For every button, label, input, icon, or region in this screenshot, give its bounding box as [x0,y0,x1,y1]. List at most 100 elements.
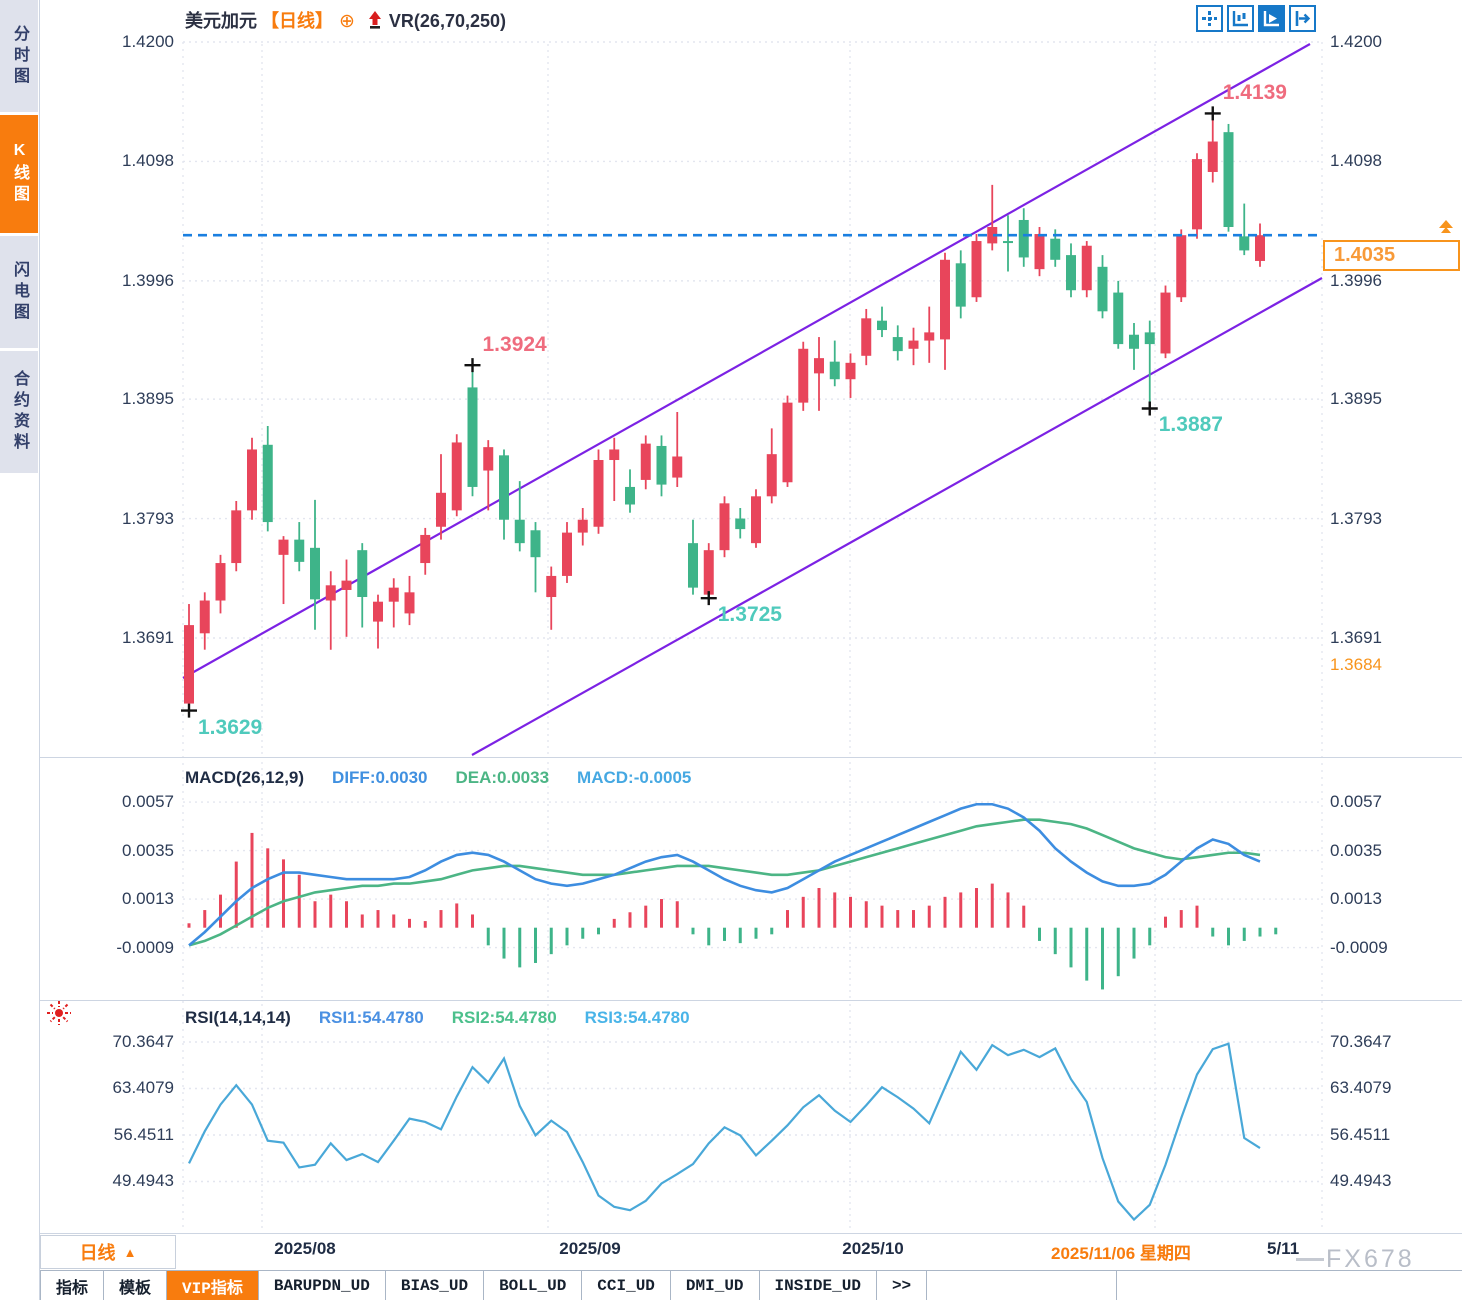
price-axis-label: 1.3793 [1330,508,1382,528]
sidebar-tab-contract-info[interactable]: 合约资料 [0,351,38,473]
extreme-marker-cross [181,703,197,718]
macd-bar [786,910,789,928]
sidebar-tab-time-chart[interactable]: 分时图 [0,0,38,112]
indicator-tab-barupdn-ud[interactable]: BARUPDN_UD [258,1271,386,1300]
candle [514,519,525,544]
macd-axis-label: 0.0035 [1330,840,1382,860]
axis-candle-icon[interactable] [1227,5,1254,32]
macd-axis-label: 0.0057 [122,792,174,812]
candle [357,550,368,598]
candle [247,449,257,511]
indicator-tab-bar: 指标 模板 VIP指标 BARUPDN_UD BIAS_UD BOLL_UD CCI_UD D… [40,1270,1462,1300]
price-axis-label: 1.4200 [122,32,174,51]
up-arrow-icon [367,11,383,34]
sun-marker-icon[interactable] [45,999,73,1032]
candle [451,442,462,511]
macd-bar [518,927,522,968]
candle [215,563,226,601]
macd-bar [1038,927,1041,941]
candle [735,518,746,530]
indicator-tab-inside-ud[interactable]: INSIDE_UD [759,1271,877,1300]
macd-bar [1006,892,1010,928]
macd-bar [439,910,443,928]
macd-bar [660,899,663,928]
highlighted-date-label: 2025/11/06 星期四 [1048,1239,1194,1264]
rsi-header: RSI(14,14,14) RSI1:54.4780 RSI2:54.4780 RSI… [185,1008,718,1028]
rsi2-value: RSI2:54.4780 [451,1008,557,1027]
partial-date-label: 5/11 [1267,1239,1300,1258]
macd-bar [1085,927,1089,981]
price-extreme-annotation: 1.3887 [1158,413,1223,437]
candle [1239,236,1250,251]
indicator-tab-boll-ud[interactable]: BOLL_UD [484,1271,583,1300]
price-axis-label: 1.3996 [1330,270,1382,290]
macd-bar [1274,927,1278,935]
panel-separator [40,1000,1462,1001]
crosshair-add-icon[interactable]: ⊕ [339,11,355,32]
indicator-tab-bias-ud[interactable]: BIAS_UD [385,1271,485,1300]
current-price-tag: 1.4035 [1323,240,1460,271]
macd-axis-label: -0.0009 [116,937,174,957]
extreme-marker-cross [700,591,717,606]
macd-bar [1101,927,1104,990]
price-axis-label: 1.3895 [122,389,174,409]
candle [562,532,572,576]
macd-bar [455,903,459,928]
macd-bar [723,927,726,941]
crosshair-move-icon[interactable] [1196,5,1223,32]
macd-axis-label: 0.0035 [122,840,174,860]
candle [672,456,683,478]
period-selector[interactable]: 日线 ▲ [40,1235,176,1269]
axis-play-icon[interactable] [1258,5,1285,32]
candle [1034,234,1045,270]
macd-bar [1053,927,1057,955]
candle [987,227,998,244]
macd-bar [266,848,270,928]
exit-right-icon[interactable] [1289,5,1316,32]
indicator-tab-cci-ud[interactable]: CCI_UD [582,1271,671,1300]
candle [1144,332,1155,345]
candle [940,259,950,340]
macd-axis-label: -0.0009 [1330,937,1388,957]
x-axis-month-label: 2025/10 [842,1239,904,1258]
macd-bar [219,894,222,928]
macd-bar [549,927,553,955]
candle [546,575,557,598]
indicator-tab-empty [927,1271,1118,1300]
candle [483,447,494,471]
macd-bar [896,910,900,928]
candle [861,318,872,356]
macd-bar [1069,927,1073,968]
rsi-axis-label: 49.4943 [1330,1171,1392,1191]
rsi-axis-label: 70.3647 [1330,1032,1392,1051]
macd-bar [534,927,537,963]
indicator-tab-模板[interactable]: 模板 [104,1271,168,1300]
candle [1018,219,1029,258]
indicator-tab-指标[interactable]: 指标 [40,1271,105,1300]
macd-bar [770,927,774,935]
candle [262,444,273,523]
candle [845,362,856,380]
candle [467,387,478,487]
indicator-tab->>[interactable]: >> [876,1271,928,1300]
candle [1160,292,1171,354]
candle [829,361,840,380]
chart-toolbar [1196,5,1316,32]
candle [1255,235,1265,261]
candle [388,587,399,602]
sidebar-tab-candle-chart[interactable]: K线图 [0,115,38,233]
candle [798,348,809,403]
candle [1003,241,1013,244]
macd-bar [927,905,931,928]
price-axis-label: 1.3996 [122,270,174,290]
macd-bar [423,921,427,928]
candle [530,530,541,558]
indicator-tab-dmi-ud[interactable]: DMI_UD [670,1271,760,1300]
price-axis-label: 1.3793 [122,508,174,528]
candle [577,519,588,533]
indicator-tab-vip指标[interactable]: VIP指标 [167,1271,259,1300]
candle [971,241,982,298]
sidebar-tab-lightning-chart[interactable]: 闪电图 [0,236,38,348]
macd-bar [1211,927,1215,937]
